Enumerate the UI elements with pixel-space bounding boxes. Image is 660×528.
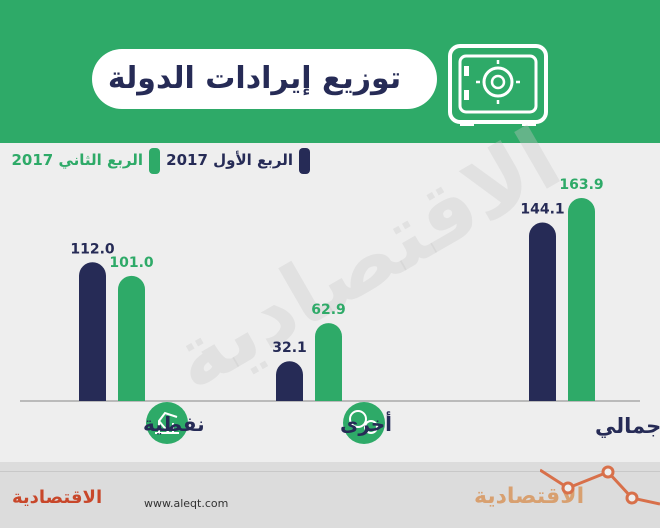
data-label-series1-2: 32.1 [272,340,307,356]
category-label-1: نفطية [143,412,205,436]
bar-series1-1 [79,262,106,401]
bar-series2-1 [118,275,145,401]
data-label-series2-3: 163.9 [559,177,603,193]
safe-icon [448,44,548,126]
legend-label-q1: الربع الأول 2017 [166,151,293,169]
legend-swatch-q2 [149,148,160,174]
legend-swatch-q1 [299,148,310,174]
oil-pump-icon [146,402,188,444]
footer-divider [0,471,660,472]
footer [0,462,660,528]
gears-icon [343,402,385,444]
legend-item-q1: الربع الأول 2017 [160,146,310,174]
data-label-series1-3: 144.1 [520,202,564,218]
logo-left: الاقتصادية [12,487,103,508]
chart-title: توزيع إيرادات الدولة [107,61,402,96]
legend-label-q2: الربع الثاني 2017 [11,151,143,169]
website-url[interactable]: www.aleqt.com [144,497,229,510]
legend-item-q2: الربع الثاني 2017 [10,146,160,174]
category-label-3: الإجمالي [595,414,660,438]
data-label-series2-2: 62.9 [311,302,346,318]
data-label-series2-1: 101.0 [109,255,154,271]
bar-series1-3 [529,222,556,401]
bar-series1-2 [276,361,303,401]
title-box: توزيع إيرادات الدولة [92,49,437,109]
category-label-2: أخرى [340,410,392,436]
bar-series2-2 [315,323,342,401]
trend-line-icon [540,465,660,506]
bar-series2-3 [568,198,595,401]
data-label-series1-1: 112.0 [70,241,115,257]
